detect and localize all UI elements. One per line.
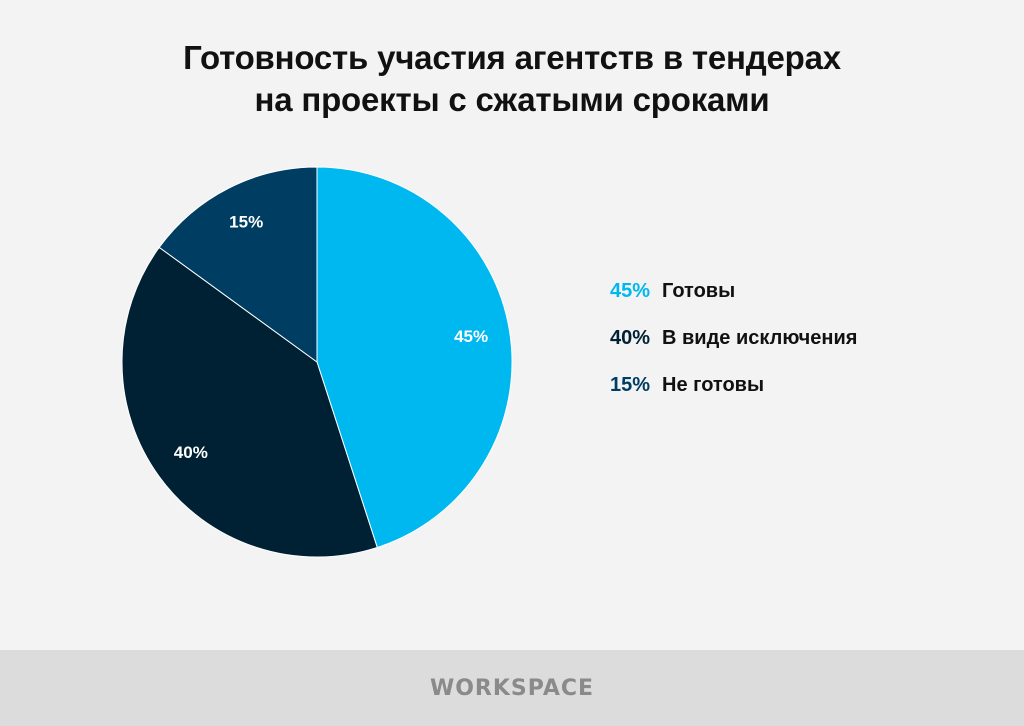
legend-percent-not-ready: 15% xyxy=(610,373,651,396)
pie-label-ready: 45% xyxy=(454,327,488,346)
pie-slice-exception xyxy=(121,246,378,558)
pie-chart: 45% 40% 15% xyxy=(121,166,513,558)
pie-slice-ready xyxy=(316,166,513,549)
pie-label-exception: 40% xyxy=(174,443,208,462)
legend-label-exception: В виде исключения xyxy=(662,326,858,349)
chart-title: Готовность участия агентств в тендерах н… xyxy=(0,37,1024,121)
legend-item-exception: 40% В виде исключения xyxy=(610,322,857,354)
chart-title-line-1: Готовность участия агентств в тендерах xyxy=(183,39,841,76)
legend-label-ready: Готовы xyxy=(662,279,736,302)
legend-percent-exception: 40% xyxy=(610,326,651,349)
workspace-logo: WORKSPACE xyxy=(429,675,595,701)
chart-title-line-2: на проекты с сжатыми сроками xyxy=(254,81,770,118)
legend-item-not-ready: 15% Не готовы xyxy=(610,369,857,401)
legend-label-not-ready: Не готовы xyxy=(662,373,765,396)
legend-percent-ready: 45% xyxy=(610,279,651,302)
footer: WORKSPACE xyxy=(0,650,1024,726)
legend: 45% Готовы 40% В виде исключения 15% Не … xyxy=(610,275,857,416)
legend-item-ready: 45% Готовы xyxy=(610,275,857,307)
pie-slice-not-ready xyxy=(158,166,318,363)
pie-label-not-ready: 15% xyxy=(229,212,263,231)
